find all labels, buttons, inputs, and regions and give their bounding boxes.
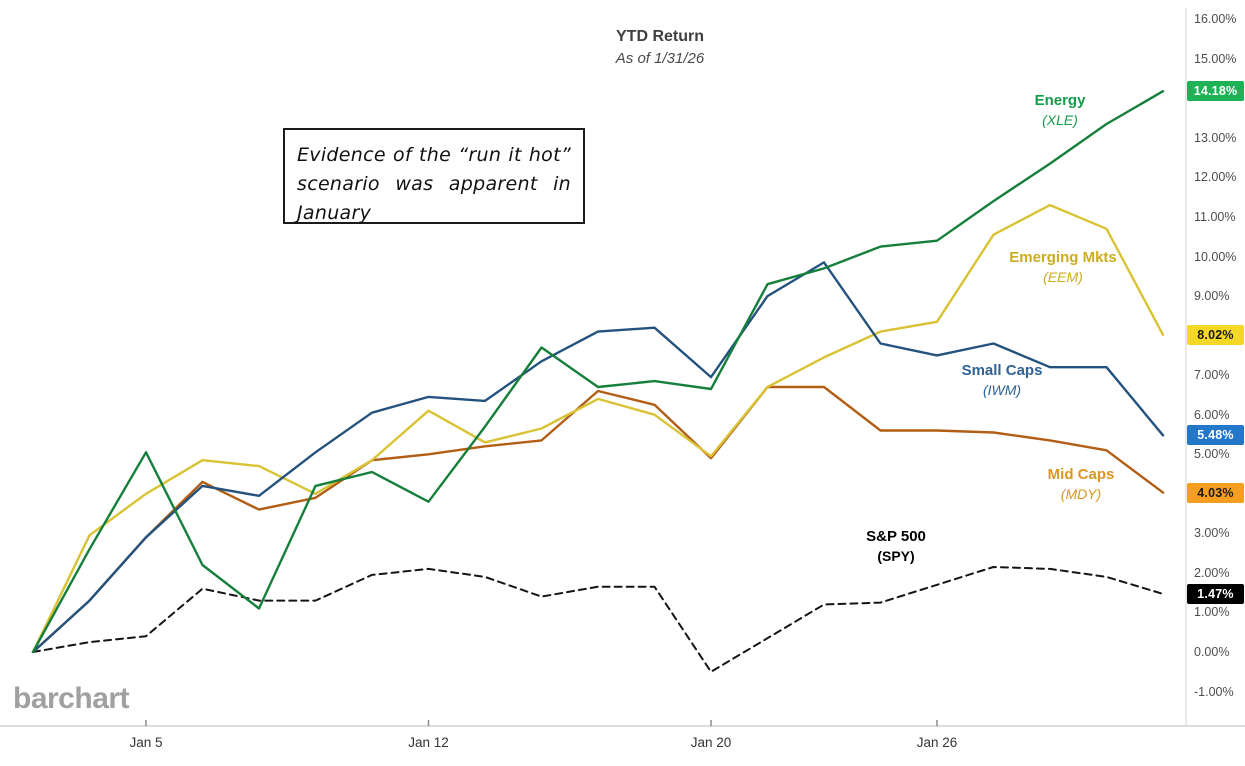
x-axis-label: Jan 5 [129, 735, 163, 750]
x-axis-label: Jan 20 [690, 735, 732, 750]
final-value-badge-MDY: 4.03% [1187, 482, 1244, 503]
y-axis-label: 13.00% [1194, 130, 1237, 145]
x-axis-label: Jan 12 [408, 735, 449, 750]
series-ticker: (XLE) [1042, 112, 1078, 128]
chart-title: YTD Return [616, 28, 704, 45]
y-axis-label: 0.00% [1194, 645, 1230, 659]
y-axis-label: 5.00% [1194, 447, 1230, 462]
title-block: YTD Return As of 1/31/26 [510, 28, 810, 67]
y-axis-label: 6.00% [1194, 407, 1230, 422]
series-name: S&P 500 [866, 528, 926, 545]
series-ticker: (SPY) [877, 548, 915, 564]
series-line-XLE [31, 89, 1165, 654]
y-axis-label: 3.00% [1194, 526, 1230, 541]
final-value-badge-EEM: 8.02% [1187, 324, 1244, 345]
y-axis-label: 7.00% [1194, 368, 1230, 383]
series-name: Mid Caps [1047, 466, 1115, 483]
chart-subtitle: As of 1/31/26 [615, 50, 705, 67]
barchart-logo: barchart [13, 682, 130, 715]
y-axis-label: -1.00% [1194, 684, 1234, 699]
series-label-EEM: Emerging Mkts (EEM) [1009, 249, 1117, 285]
x-axis-label: Jan 26 [916, 735, 958, 750]
series-ticker: (MDY) [1060, 486, 1102, 502]
y-axis-label: 9.00% [1194, 289, 1230, 304]
y-axis-label: 15.00% [1194, 51, 1237, 66]
y-axis-label: 16.00% [1194, 12, 1237, 27]
final-value-badge-XLE: 14.18% [1187, 81, 1244, 102]
annotation-box: Evidence of the “run it hot” scenario wa… [283, 128, 585, 224]
series-label-MDY: Mid Caps (MDY) [1048, 466, 1115, 502]
series-label-SPY: S&P 500 (SPY) [866, 528, 926, 564]
series-name: Energy [1034, 92, 1086, 109]
y-axis-label: 11.00% [1194, 209, 1236, 224]
final-value-badge-SPY: 1.47% [1187, 583, 1244, 604]
series-ticker: (IWM) [982, 382, 1022, 398]
series-name: Emerging Mkts [1009, 249, 1117, 266]
series-line-EEM [31, 203, 1165, 654]
series-ticker: (EEM) [1043, 269, 1083, 285]
y-axis-label: 2.00% [1194, 565, 1230, 580]
series-label-IWM: Small Caps (IWM) [962, 362, 1043, 398]
y-axis-label: 12.00% [1194, 170, 1237, 185]
y-axis-label: 1.00% [1194, 605, 1230, 620]
series-line-SPY [32, 566, 1164, 673]
series-name: Small Caps [961, 362, 1043, 379]
series-label-XLE: Energy (XLE) [1035, 92, 1086, 128]
y-axis-label: 10.00% [1194, 249, 1237, 264]
final-value-badge-IWM: 5.48% [1187, 425, 1244, 446]
annotation-text: Evidence of the “run it hot” scenario wa… [297, 144, 571, 224]
series-line-IWM [31, 261, 1165, 654]
series-line-MDY [31, 385, 1165, 654]
